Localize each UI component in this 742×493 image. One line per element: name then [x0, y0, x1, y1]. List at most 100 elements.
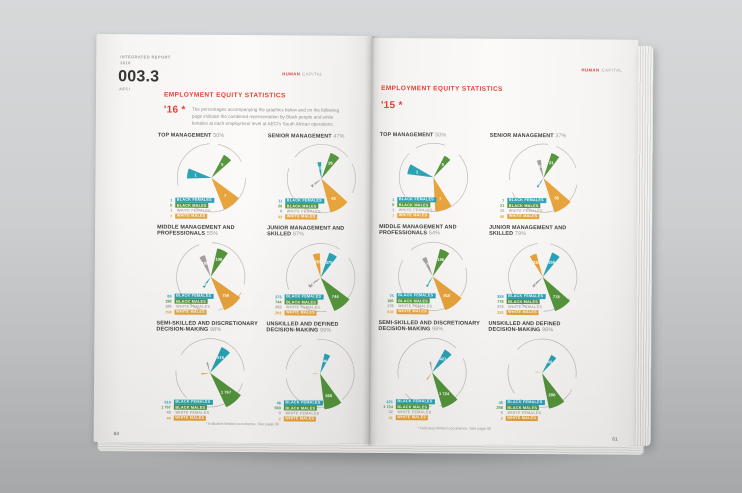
legend-row: 330 WHITE MALES [491, 309, 546, 315]
legend-row: 7 WHITE MALES [381, 213, 436, 219]
legend-value: 26 [277, 203, 283, 209]
legend-label: WHITE MALES [396, 309, 429, 315]
chart-percentage: 87% [292, 231, 305, 238]
legend-label: WHITE MALES [506, 213, 540, 219]
chart-title: UNSKILLED AND DEFINED DECISION-MAKING 98… [488, 321, 590, 335]
wedge-white-males [433, 177, 452, 212]
wedge-value: 298 [549, 392, 557, 397]
legend-label: BLACK MALES [284, 203, 319, 209]
chart-percentage: 47% [333, 133, 345, 140]
legend-value: 7 [392, 212, 395, 218]
legend-label: WHITE FEMALES [286, 305, 321, 310]
wedge-white-males [201, 372, 211, 375]
wedge-black-males [432, 372, 458, 408]
wedge-value: 75 [426, 281, 431, 286]
right-page: HUMAN CAPITAL EMPLOYMENT EQUITY STATISTIC… [369, 37, 639, 448]
wedge-value: 293 [314, 259, 322, 264]
wedge-white-males [321, 179, 348, 213]
legend-value: 11 [278, 197, 283, 203]
wedge-black-females [317, 162, 322, 180]
legend-value: 293 [275, 310, 282, 316]
wedge-white-females [531, 277, 543, 288]
chart-circle-outline [508, 144, 578, 214]
wedge-value: 375 [326, 260, 334, 265]
chart-cell: UNSKILLED AND DEFINED DECISION-MAKING 99… [266, 321, 371, 428]
left-page: INTEGRATED REPORT 2016 003.3 AECI HUMAN C… [93, 34, 373, 444]
chart-legend: 516 BLACK FEMALES 1 767 BLACK MALES 43 WHITE … [158, 399, 213, 421]
wedge-value: 46 [323, 358, 328, 363]
legend-value: 5 [170, 202, 173, 208]
legend-label: BLACK FEMALES [506, 197, 546, 203]
wedge-value: 810 [444, 293, 452, 298]
legend-value: 32 [388, 409, 393, 415]
chart-legend: 11 BLACK FEMALES 26 BLACK MALES 9 WHITE FEMAL… [269, 198, 324, 220]
legend-value: 86 [167, 293, 172, 299]
legend-label: WHITE FEMALES [507, 410, 542, 416]
legend-row: 759 WHITE MALES [159, 309, 214, 315]
wedge-value: 274 [532, 282, 540, 287]
wedge-value: 198 [215, 257, 223, 262]
legend-value: 43 [166, 409, 171, 415]
wedge-black-females [407, 164, 434, 178]
chart-title-text: SEMI-SKILLED AND DISCRETIONARY DECISION-… [156, 320, 258, 334]
chart-title-text: JUNIOR MANAGEMENT AND SKILLED [267, 225, 345, 238]
chart-legend: 358 BLACK FEMALES 778 BLACK MALES 274 WHITE F… [491, 293, 546, 315]
legend-label: WHITE MALES [506, 309, 539, 315]
wedge-black-females [542, 354, 557, 374]
left-page-number: 60 [113, 432, 120, 438]
chart-circle-outline [507, 338, 577, 408]
legend-label: WHITE FEMALES [397, 410, 432, 415]
legend-value: 46 [276, 399, 281, 405]
wedge-white-males [426, 372, 433, 380]
chart-circle-outline [397, 337, 467, 407]
book-spread: INTEGRATED REPORT 2016 003.3 AECI HUMAN C… [93, 32, 662, 470]
legend-value: 2 [278, 416, 281, 422]
legend-label: BLACK MALES [506, 299, 540, 305]
wedge-value: 11 [318, 166, 323, 171]
wedge-value: 5 [442, 162, 445, 167]
wedge-value: 1 767 [221, 390, 232, 395]
chart-percentage: 99% [320, 328, 332, 335]
chart-cell: SENIOR MANAGEMENT 47% 11 26 9 43 11 BLACK FE… [267, 133, 372, 226]
legend-label: BLACK MALES [174, 202, 209, 208]
legend-value: 5 [392, 202, 395, 208]
legend-label: WHITE MALES [505, 415, 539, 421]
chart-cell: UNSKILLED AND DEFINED DECISION-MAKING 98… [488, 321, 593, 428]
wedge-value: 43 [331, 196, 336, 201]
right-page-number: 61 [612, 437, 618, 443]
chart-legend: 7 BLACK FEMALES 21 BLACK MALES 10 WHITE FEMAL… [491, 197, 546, 219]
wedge-white-males [312, 253, 321, 278]
chart-title: JUNIOR MANAGEMENT AND SKILLED 87% [267, 225, 369, 239]
wedge-white-females [536, 160, 544, 179]
legend-value: 186 [165, 303, 172, 309]
legend-label: BLACK FEMALES [505, 399, 545, 405]
chart-percentage: 79% [514, 231, 527, 238]
wedge-value: 7 [538, 183, 541, 188]
chart-cell: SEMI-SKILLED AND DISCRETIONARY DECISION-… [378, 320, 483, 427]
legend-label: WHITE FEMALES [176, 304, 211, 309]
chart-cell: MIDDLE MANAGEMENT AND PROFESSIONALS 55% … [156, 224, 261, 321]
legend-label: WHITE MALES [396, 213, 430, 219]
left-footnote: * Indicates limited occurrence. See page… [205, 421, 280, 427]
legend-label: BLACK FEMALES [284, 294, 324, 300]
legend-value: 21 [499, 202, 505, 208]
wedge-white-females [422, 256, 433, 277]
chart-percentage: 98% [432, 326, 444, 333]
chart-legend: 1 BLACK FEMALES 5 BLACK MALES 1 WHITE FEMALES… [159, 197, 214, 219]
legend-label: BLACK FEMALES [396, 292, 436, 298]
left-page-title: EMPLOYMENT EQUITY STATISTICS [164, 91, 286, 100]
chart-title: UNSKILLED AND DEFINED DECISION-MAKING 99… [266, 321, 368, 335]
page-header-light: CAPITAL [302, 71, 323, 77]
wedge-value: 86 [203, 282, 208, 287]
section-sub-label: AECI [119, 87, 131, 92]
legend-value: 44 [166, 415, 171, 421]
legend-row: 293 WHITE MALES [269, 310, 324, 316]
legend-value: 41 [388, 414, 393, 420]
wedge-white-males [211, 178, 239, 211]
legend-value: 198 [165, 298, 172, 304]
fan-chart: 516 1 767 [175, 338, 245, 408]
chart-percentage: 54% [428, 230, 441, 237]
wedge-black-males [542, 277, 570, 312]
wedge-black-females [432, 349, 452, 373]
